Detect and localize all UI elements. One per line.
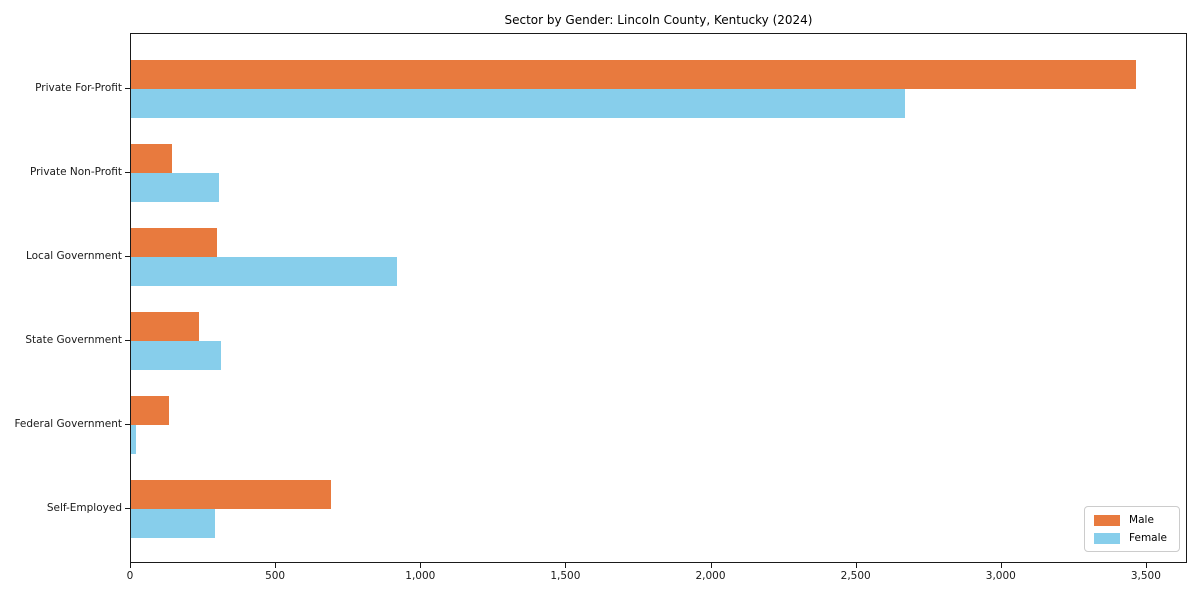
x-axis-label-6: 3,000 xyxy=(985,570,1016,582)
bar-male-1 xyxy=(131,144,173,173)
x-axis-label-1: 500 xyxy=(265,570,286,582)
x-axis-label-5: 2,500 xyxy=(840,570,871,582)
y-axis-label-3: State Government xyxy=(25,334,122,346)
x-tick-6 xyxy=(1000,563,1002,568)
y-axis-label-2: Local Government xyxy=(25,250,122,262)
y-axis-label-1: Private Non-Profit xyxy=(29,166,122,178)
x-axis-label-7: 3,500 xyxy=(1130,570,1161,582)
y-tick-3 xyxy=(125,340,130,341)
y-tick-0 xyxy=(125,88,130,89)
bar-female-2 xyxy=(131,257,398,286)
x-axis-label-0: 0 xyxy=(126,570,134,582)
bar-male-5 xyxy=(131,480,332,509)
legend: Male Female xyxy=(1084,506,1180,552)
x-tick-0 xyxy=(130,563,131,568)
y-axis-label-5: Self-Employed xyxy=(46,502,122,514)
chart-title: Sector by Gender: Lincoln County, Kentuc… xyxy=(504,13,813,27)
x-tick-7 xyxy=(1145,563,1147,568)
x-axis-label-2: 1,000 xyxy=(405,570,436,582)
bar-female-3 xyxy=(131,341,222,370)
x-tick-1 xyxy=(275,563,277,568)
legend-label-male: Male xyxy=(1129,514,1154,526)
bar-male-3 xyxy=(131,312,199,341)
x-axis-label-4: 2,000 xyxy=(695,570,726,582)
y-tick-1 xyxy=(125,172,130,173)
x-tick-2 xyxy=(420,563,422,568)
y-tick-5 xyxy=(125,508,130,509)
bar-male-4 xyxy=(131,396,169,425)
bar-female-4 xyxy=(131,425,136,454)
y-tick-4 xyxy=(125,424,130,425)
x-axis-label-3: 1,500 xyxy=(550,570,581,582)
legend-item-male: Male xyxy=(1094,514,1167,526)
bar-male-0 xyxy=(131,60,1136,89)
legend-label-female: Female xyxy=(1129,532,1167,544)
bar-female-1 xyxy=(131,173,219,202)
x-tick-5 xyxy=(855,563,857,568)
y-axis-label-0: Private For-Profit xyxy=(35,82,122,94)
bar-female-5 xyxy=(131,509,215,538)
x-tick-3 xyxy=(565,563,567,568)
legend-swatch-male xyxy=(1094,514,1121,526)
bar-female-0 xyxy=(131,89,905,118)
bar-male-2 xyxy=(131,228,217,257)
y-axis-label-4: Federal Government xyxy=(14,418,122,430)
y-tick-2 xyxy=(125,256,130,257)
x-tick-4 xyxy=(710,563,712,568)
plot-area: Male Female xyxy=(130,33,1187,563)
legend-item-female: Female xyxy=(1094,532,1167,544)
legend-swatch-female xyxy=(1094,532,1121,544)
